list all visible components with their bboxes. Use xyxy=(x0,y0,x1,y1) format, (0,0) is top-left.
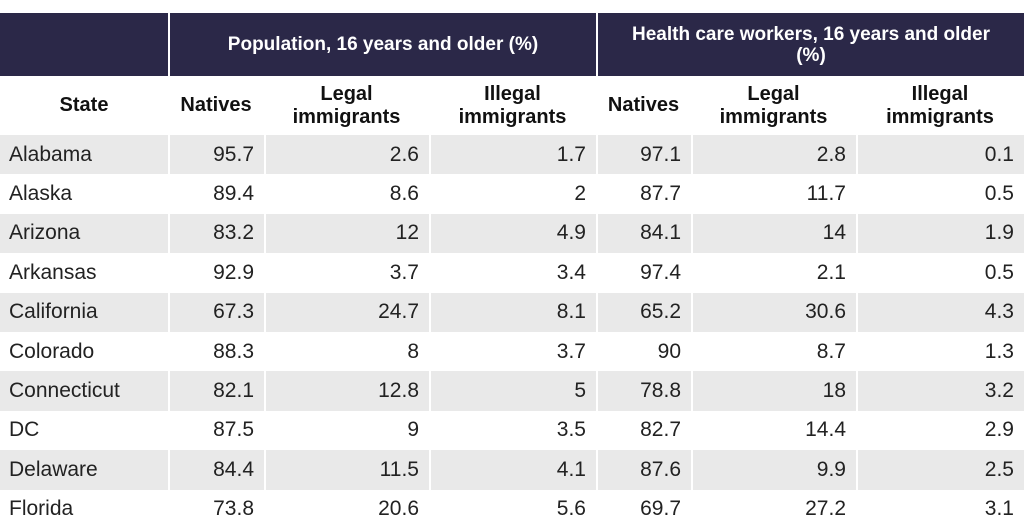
cell-hcw-illegal: 4.3 xyxy=(856,292,1024,332)
cell-hcw-natives: 97.1 xyxy=(596,135,691,175)
table-row: Arizona 83.2 12 4.9 84.1 14 1.9 xyxy=(0,213,1024,254)
cell-state: Connecticut xyxy=(9,379,120,403)
group-header-population: Population, 16 years and older (%) xyxy=(168,13,596,76)
cell-pop-legal: 12.8 xyxy=(264,371,429,411)
cell-state: Alaska xyxy=(9,182,73,206)
column-header-row: State Natives Legal immigrants Illegal i… xyxy=(0,76,1024,135)
table-row: Colorado 88.3 8 3.7 90 8.7 1.3 xyxy=(0,331,1024,372)
table-row: California 67.3 24.7 8.1 65.2 30.6 4.3 xyxy=(0,292,1024,332)
cell-hcw-natives: 87.7 xyxy=(596,174,691,214)
cell-hcw-legal: 2.8 xyxy=(691,135,856,175)
cell-pop-illegal: 1.7 xyxy=(429,135,596,175)
column-header-state: State xyxy=(59,94,109,116)
cell-hcw-legal: 27.2 xyxy=(691,489,856,529)
cell-pop-illegal: 8.1 xyxy=(429,292,596,332)
cell-state: Delaware xyxy=(9,457,98,481)
cell-hcw-legal: 14 xyxy=(691,213,856,254)
cell-hcw-natives: 90 xyxy=(596,331,691,372)
cell-hcw-legal: 2.1 xyxy=(691,253,856,293)
cell-hcw-illegal: 0.5 xyxy=(856,253,1024,293)
cell-pop-illegal: 5 xyxy=(429,371,596,411)
cell-pop-natives: 92.9 xyxy=(168,253,264,293)
cell-hcw-natives: 82.7 xyxy=(596,410,691,451)
cell-pop-natives: 83.2 xyxy=(168,213,264,254)
cell-hcw-legal: 18 xyxy=(691,371,856,411)
column-header-hcw-illegal: Illegal immigrants xyxy=(886,82,994,128)
table-row: Arkansas 92.9 3.7 3.4 97.4 2.1 0.5 xyxy=(0,253,1024,293)
group-header-blank xyxy=(0,13,168,76)
cell-pop-legal: 12 xyxy=(264,213,429,254)
cell-pop-illegal: 4.1 xyxy=(429,450,596,490)
cell-pop-illegal: 3.5 xyxy=(429,410,596,451)
cell-pop-legal: 3.7 xyxy=(264,253,429,293)
cell-pop-legal: 8 xyxy=(264,331,429,372)
cell-state: Arizona xyxy=(9,221,81,245)
column-header-pop-natives: Natives xyxy=(180,94,252,116)
cell-hcw-natives: 78.8 xyxy=(596,371,691,411)
cell-hcw-illegal: 3.2 xyxy=(856,371,1024,411)
cell-hcw-illegal: 0.1 xyxy=(856,135,1024,175)
column-header-pop-illegal: Illegal immigrants xyxy=(458,82,567,128)
cell-hcw-natives: 69.7 xyxy=(596,489,691,529)
cell-pop-legal: 8.6 xyxy=(264,174,429,214)
cell-pop-natives: 82.1 xyxy=(168,371,264,411)
cell-hcw-legal: 30.6 xyxy=(691,292,856,332)
cell-pop-legal: 2.6 xyxy=(264,135,429,175)
cell-hcw-legal: 9.9 xyxy=(691,450,856,490)
table-row: DC 87.5 9 3.5 82.7 14.4 2.9 xyxy=(0,410,1024,451)
cell-state: Florida xyxy=(9,497,74,521)
cell-pop-legal: 20.6 xyxy=(264,489,429,529)
cell-hcw-legal: 14.4 xyxy=(691,410,856,451)
cell-pop-natives: 88.3 xyxy=(168,331,264,372)
table-row: Alabama 95.7 2.6 1.7 97.1 2.8 0.1 xyxy=(0,135,1024,175)
group-header-row: Population, 16 years and older (%) Healt… xyxy=(0,13,1024,76)
table-row: Connecticut 82.1 12.8 5 78.8 18 3.2 xyxy=(0,371,1024,411)
cell-hcw-natives: 87.6 xyxy=(596,450,691,490)
cell-hcw-natives: 84.1 xyxy=(596,213,691,254)
table-body: Alabama 95.7 2.6 1.7 97.1 2.8 0.1 Alaska 89.4 8.6… xyxy=(0,135,1024,529)
cell-pop-natives: 95.7 xyxy=(168,135,264,175)
cell-hcw-legal: 8.7 xyxy=(691,331,856,372)
data-table: Population, 16 years and older (%) Healt… xyxy=(0,13,1024,529)
cell-hcw-illegal: 1.9 xyxy=(856,213,1024,254)
cell-pop-natives: 84.4 xyxy=(168,450,264,490)
cell-pop-natives: 89.4 xyxy=(168,174,264,214)
cell-hcw-illegal: 3.1 xyxy=(856,489,1024,529)
cell-state: Alabama xyxy=(9,142,92,166)
cell-pop-illegal: 3.4 xyxy=(429,253,596,293)
cell-pop-legal: 11.5 xyxy=(264,450,429,490)
table-row: Florida 73.8 20.6 5.6 69.7 27.2 3.1 xyxy=(0,489,1024,529)
column-header-hcw-natives: Natives xyxy=(607,94,680,116)
cell-hcw-illegal: 1.3 xyxy=(856,331,1024,372)
cell-pop-illegal: 3.7 xyxy=(429,331,596,372)
cell-hcw-illegal: 2.5 xyxy=(856,450,1024,490)
cell-hcw-natives: 65.2 xyxy=(596,292,691,332)
cell-state: California xyxy=(9,300,98,324)
column-header-hcw-legal: Legal immigrants xyxy=(719,82,828,128)
cell-pop-natives: 67.3 xyxy=(168,292,264,332)
cell-pop-natives: 73.8 xyxy=(168,489,264,529)
table-row: Alaska 89.4 8.6 2 87.7 11.7 0.5 xyxy=(0,174,1024,214)
cell-hcw-natives: 97.4 xyxy=(596,253,691,293)
cell-hcw-illegal: 2.9 xyxy=(856,410,1024,451)
cell-pop-legal: 24.7 xyxy=(264,292,429,332)
column-header-pop-legal: Legal immigrants xyxy=(292,82,401,128)
table-row: Delaware 84.4 11.5 4.1 87.6 9.9 2.5 xyxy=(0,450,1024,490)
cell-state: DC xyxy=(9,418,40,442)
cell-state: Colorado xyxy=(9,339,95,363)
cell-pop-legal: 9 xyxy=(264,410,429,451)
cell-state: Arkansas xyxy=(9,260,97,284)
group-header-health-care-workers: Health care workers, 16 years and older … xyxy=(596,13,1024,76)
cell-pop-illegal: 5.6 xyxy=(429,489,596,529)
cell-pop-illegal: 2 xyxy=(429,174,596,214)
cell-pop-natives: 87.5 xyxy=(168,410,264,451)
cell-pop-illegal: 4.9 xyxy=(429,213,596,254)
cell-hcw-legal: 11.7 xyxy=(691,174,856,214)
cell-hcw-illegal: 0.5 xyxy=(856,174,1024,214)
